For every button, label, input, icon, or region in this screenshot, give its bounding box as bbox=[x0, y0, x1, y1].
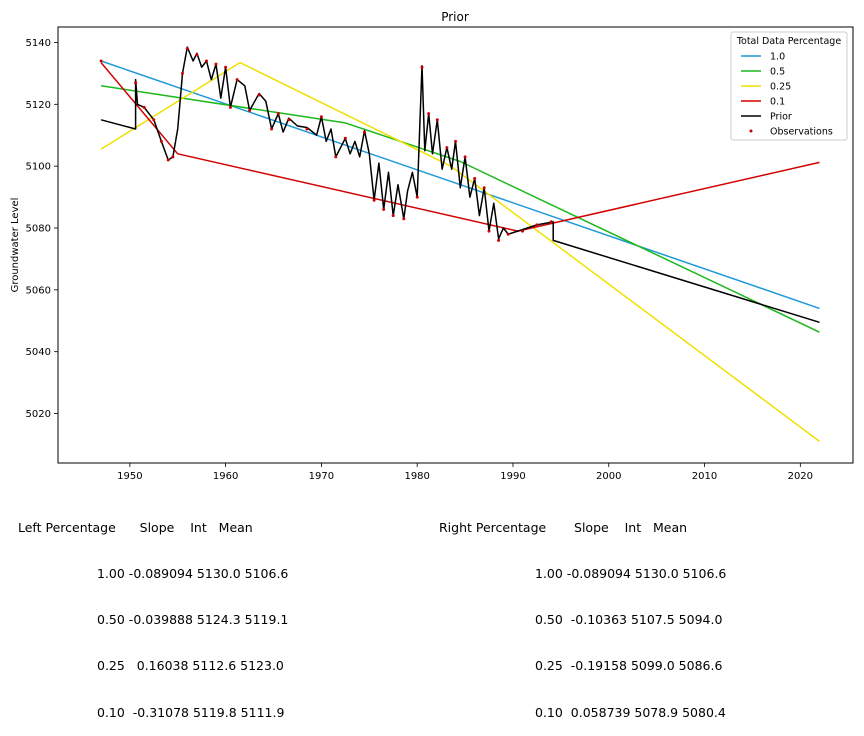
left-table-row: 0.10 -0.31078 5119.8 5111.9 bbox=[97, 704, 285, 720]
observation-point bbox=[166, 158, 170, 162]
observation-point bbox=[549, 220, 553, 224]
observation-point bbox=[319, 115, 323, 119]
observation-point bbox=[159, 139, 163, 143]
legend-entry-1-0: 1.0 bbox=[770, 52, 785, 63]
legend-swatch bbox=[749, 129, 753, 133]
observation-point bbox=[287, 118, 291, 122]
y-axis-label: Groundwater Level bbox=[10, 198, 21, 293]
observation-point bbox=[99, 59, 103, 63]
series-line-0-1 bbox=[100, 62, 820, 232]
observation-point bbox=[276, 112, 280, 116]
y-tick-label: 5020 bbox=[26, 409, 51, 420]
y-tick-label: 5140 bbox=[26, 38, 51, 49]
y-tick-label: 5060 bbox=[26, 285, 51, 296]
observation-point bbox=[402, 217, 406, 221]
x-tick-label: 1970 bbox=[309, 471, 334, 480]
observation-point bbox=[535, 223, 539, 227]
x-tick-label: 1960 bbox=[213, 471, 238, 480]
observation-point bbox=[171, 155, 175, 159]
observation-point bbox=[257, 93, 261, 97]
observation-point bbox=[195, 53, 199, 57]
observation-point bbox=[372, 198, 376, 202]
observation-point bbox=[506, 232, 510, 236]
x-tick-label: 1980 bbox=[404, 471, 429, 480]
legend-entry-0-5: 0.5 bbox=[770, 67, 785, 78]
observation-point bbox=[420, 65, 424, 69]
legend-entry-0-1: 0.1 bbox=[770, 97, 785, 108]
left-table-row: 0.50 -0.039888 5124.3 5119.1 bbox=[97, 612, 289, 628]
plot-frame bbox=[57, 26, 854, 464]
right-table-row: 0.25 -0.19158 5099.0 5086.6 bbox=[535, 658, 723, 674]
right-table-row: 0.50 -0.10363 5107.5 5094.0 bbox=[535, 612, 723, 628]
observation-point bbox=[521, 229, 524, 233]
observation-point bbox=[391, 214, 395, 218]
y-tick-label: 5040 bbox=[26, 347, 51, 358]
observation-point bbox=[435, 118, 439, 122]
observation-point bbox=[235, 78, 239, 82]
left-table-row: 0.25 0.16038 5112.6 5123.0 bbox=[97, 658, 284, 674]
y-tick-label: 5080 bbox=[26, 223, 51, 234]
legend-box bbox=[730, 31, 848, 141]
observation-point bbox=[487, 229, 491, 233]
right-table: Right Percentage Slope Int Mean 1.00 -0.… bbox=[439, 489, 726, 736]
series-line-0-5 bbox=[100, 85, 820, 333]
observation-point bbox=[224, 65, 228, 69]
observation-point bbox=[343, 136, 347, 140]
observation-point bbox=[134, 81, 138, 85]
series-line-0-25 bbox=[100, 61, 820, 443]
y-tick-label: 5120 bbox=[26, 100, 51, 111]
right-table-header: Right Percentage Slope Int Mean bbox=[439, 519, 688, 535]
legend: Total Data Percentage 1.0 0.5 0.25 0.1 Prior O… bbox=[730, 31, 848, 141]
x-tick-label: 1950 bbox=[117, 471, 142, 480]
observation-point bbox=[463, 155, 467, 159]
observation-point bbox=[305, 127, 309, 131]
observation-point bbox=[205, 59, 208, 63]
observation-point bbox=[415, 195, 419, 199]
observation-point bbox=[270, 127, 274, 131]
observation-point bbox=[497, 238, 501, 242]
observation-point bbox=[248, 109, 252, 112]
observation-point bbox=[142, 105, 146, 109]
chart: Prior Groundwater Level 1950 1960 1970 1980… bbox=[10, 10, 854, 480]
observation-point bbox=[473, 177, 477, 180]
left-table-row: 1.00 -0.089094 5130.0 5106.6 bbox=[97, 566, 289, 582]
legend-title: Total Data Percentage bbox=[736, 36, 842, 47]
x-tick-label: 2010 bbox=[692, 471, 717, 480]
observation-point bbox=[334, 155, 338, 159]
series-layer bbox=[99, 46, 820, 443]
right-table-row: 0.10 0.058739 5078.9 5080.4 bbox=[535, 704, 726, 720]
observation-point bbox=[181, 71, 184, 75]
chart-title: Prior bbox=[441, 10, 469, 24]
observation-point bbox=[152, 118, 156, 122]
axes-layer: 1950 1960 1970 1980 1990 2000 2010 2020 5020 5040… bbox=[26, 38, 813, 480]
observation-point bbox=[185, 47, 189, 51]
observation-point bbox=[382, 207, 386, 211]
x-tick-label: 1990 bbox=[500, 471, 525, 480]
observation-point bbox=[363, 130, 366, 134]
left-table: Left Percentage Slope Int Mean 1.00 -0.0… bbox=[18, 489, 288, 736]
legend-entry-observations: Observations bbox=[770, 127, 833, 138]
observation-point bbox=[214, 62, 218, 66]
observation-point bbox=[482, 186, 486, 190]
right-table-row: 1.00 -0.089094 5130.0 5106.6 bbox=[535, 566, 727, 582]
x-tick-label: 2020 bbox=[788, 471, 813, 480]
observation-point bbox=[228, 105, 232, 109]
observation-point bbox=[454, 139, 457, 143]
legend-entry-prior: Prior bbox=[770, 112, 792, 123]
y-tick-label: 5100 bbox=[26, 162, 51, 173]
x-tick-label: 2000 bbox=[596, 471, 621, 480]
observation-point bbox=[427, 112, 431, 116]
left-table-header: Left Percentage Slope Int Mean bbox=[18, 519, 253, 535]
legend-entry-0-25: 0.25 bbox=[770, 82, 791, 93]
observation-point bbox=[445, 146, 449, 150]
